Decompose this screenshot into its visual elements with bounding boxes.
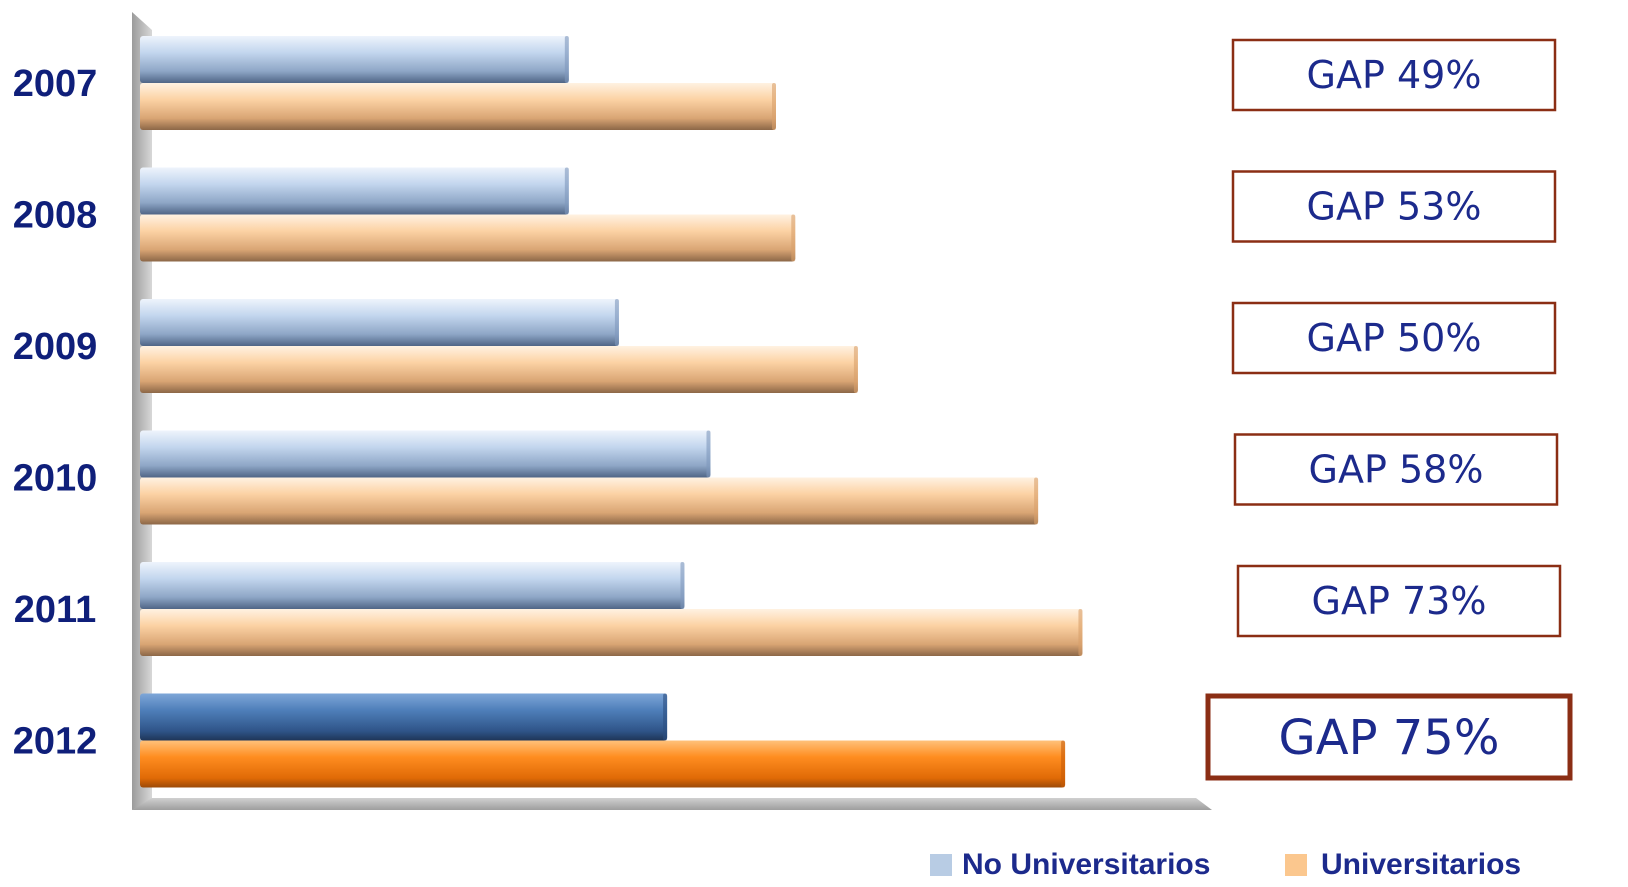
gap-box-2011: [1236, 564, 1562, 638]
gap-box-2008: [1231, 170, 1557, 243]
legend-swatch-no-universitarios: [930, 854, 952, 876]
category-labels: 2007 2008 2009 2010 2011 2012: [13, 63, 98, 763]
bar-cap-2011-1: [1078, 609, 1083, 656]
bar-cap-2012-1: [1061, 740, 1066, 788]
gap-box-2010: [1233, 433, 1559, 506]
gap-label-2009: GAP 50%: [1307, 316, 1482, 360]
gap-box-2012: [1205, 693, 1573, 781]
bar-universitarios-2009: [140, 346, 858, 393]
x-axis-floor: [132, 798, 1212, 810]
bar-universitarios-2007: [140, 83, 776, 130]
bar-no-universitarios-2007: [140, 36, 569, 83]
gap-label-2012: GAP 75%: [1279, 710, 1500, 766]
bar-no-universitarios-2011: [140, 562, 685, 609]
bar-universitarios-2010: [140, 477, 1039, 525]
gap-label-2008: GAP 53%: [1307, 185, 1482, 229]
bar-cap-2008-0: [564, 167, 569, 215]
bar-cap-2007-0: [564, 36, 569, 83]
bar-universitarios-2011: [140, 609, 1083, 656]
category-label-2011: 2011: [14, 589, 96, 631]
bar-no-universitarios-2009: [140, 299, 619, 346]
category-label-2012: 2012: [13, 721, 98, 763]
bar-universitarios-2008: [140, 214, 796, 262]
category-label-2007: 2007: [13, 63, 98, 105]
legend-swatch-universitarios: [1285, 854, 1307, 876]
bar-no-universitarios-2010: [140, 430, 711, 478]
bar-no-universitarios-2008: [140, 167, 569, 215]
category-label-2010: 2010: [13, 458, 98, 500]
bar-cap-2010-1: [1034, 477, 1039, 525]
gap-label-2007: GAP 49%: [1307, 53, 1482, 97]
bar-cap-2007-1: [772, 83, 776, 130]
gap-label-2010: GAP 58%: [1309, 448, 1484, 492]
category-label-2008: 2008: [13, 195, 98, 237]
legend-label-no-universitarios: No Universitarios: [962, 848, 1211, 881]
gap-box-2009: [1231, 301, 1557, 375]
gap-label-2011: GAP 73%: [1312, 579, 1487, 623]
bar-cap-2010-0: [706, 430, 711, 478]
legend-universitarios: Universitarios: [1285, 848, 1521, 882]
bar-cap-2009-1: [853, 346, 858, 393]
bars-group: [140, 36, 1083, 788]
bar-cap-2008-1: [791, 214, 796, 262]
legend-no-universitarios: No Universitarios: [930, 848, 1210, 882]
gap-box-2007: [1231, 38, 1557, 112]
bar-cap-2009-0: [614, 299, 619, 346]
bar-cap-2011-0: [680, 562, 685, 609]
bar-no-universitarios-2012: [140, 693, 668, 741]
y-axis-wall: [132, 12, 152, 810]
gap-annotations: GAP 49% GAP 53% GAP 50% GAP 58% GAP 73% GAP 7…: [1205, 38, 1573, 781]
bar-cap-2012-0: [663, 693, 668, 741]
bar-universitarios-2012: [140, 740, 1066, 788]
legend-label-universitarios: Universitarios: [1321, 848, 1522, 881]
category-label-2009: 2009: [13, 326, 98, 368]
